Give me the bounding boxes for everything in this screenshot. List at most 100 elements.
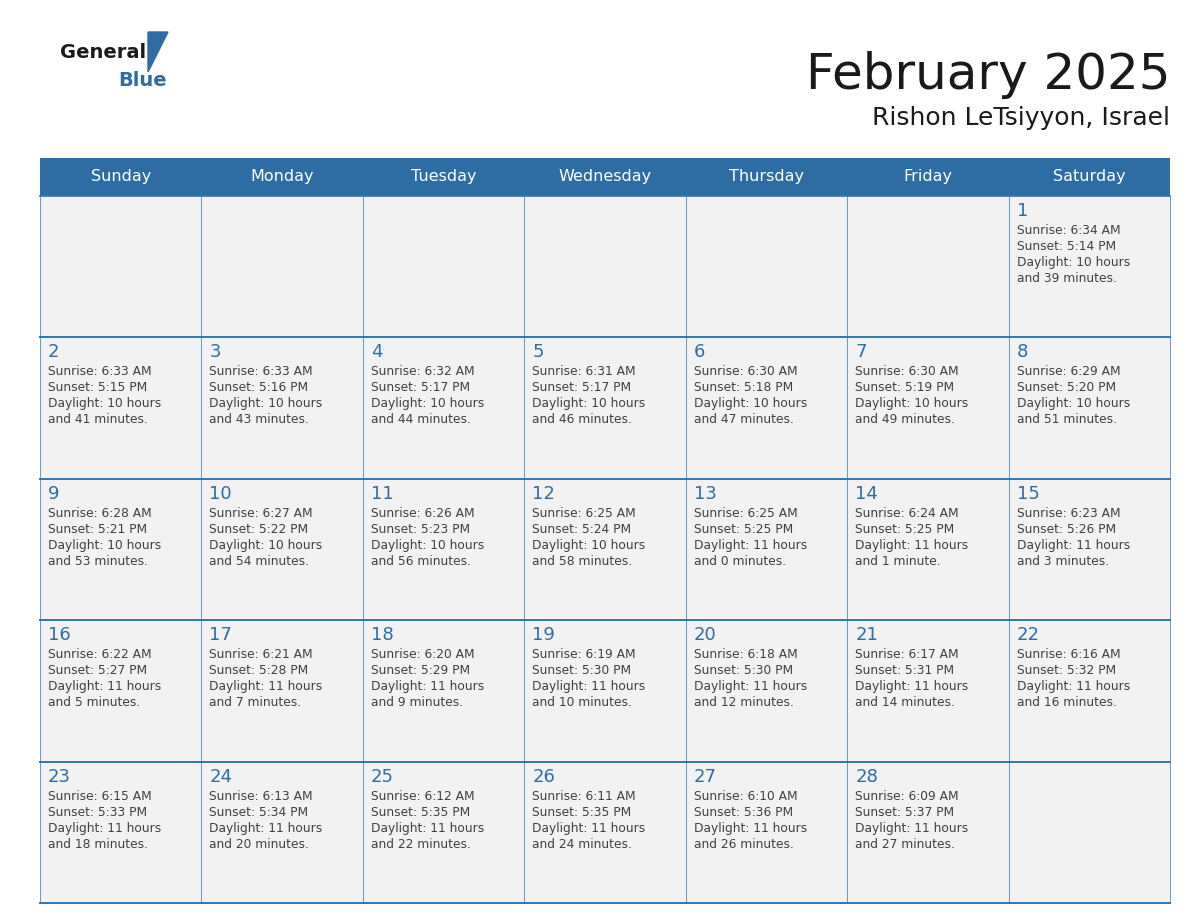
- Text: 28: 28: [855, 767, 878, 786]
- Text: Daylight: 11 hours: Daylight: 11 hours: [532, 680, 645, 693]
- Text: Daylight: 11 hours: Daylight: 11 hours: [48, 680, 162, 693]
- Text: Sunrise: 6:18 AM: Sunrise: 6:18 AM: [694, 648, 797, 661]
- Bar: [847, 762, 1009, 903]
- Bar: [1009, 338, 1170, 479]
- Text: Daylight: 11 hours: Daylight: 11 hours: [1017, 680, 1130, 693]
- Text: Sunrise: 6:26 AM: Sunrise: 6:26 AM: [371, 507, 474, 520]
- Text: 14: 14: [855, 485, 878, 503]
- Bar: [40, 479, 202, 621]
- Bar: [847, 338, 1009, 479]
- Text: Sunset: 5:28 PM: Sunset: 5:28 PM: [209, 665, 309, 677]
- Text: 15: 15: [1017, 485, 1040, 503]
- Text: and 14 minutes.: and 14 minutes.: [855, 696, 955, 710]
- Polygon shape: [148, 32, 168, 72]
- Bar: [362, 479, 524, 621]
- Bar: [40, 196, 202, 338]
- Text: 12: 12: [532, 485, 555, 503]
- Bar: [524, 621, 685, 762]
- Text: and 10 minutes.: and 10 minutes.: [532, 696, 632, 710]
- Text: Sunrise: 6:33 AM: Sunrise: 6:33 AM: [48, 365, 152, 378]
- Text: Sunset: 5:35 PM: Sunset: 5:35 PM: [371, 806, 470, 819]
- Text: Daylight: 10 hours: Daylight: 10 hours: [532, 397, 645, 410]
- Text: 27: 27: [694, 767, 716, 786]
- Text: 11: 11: [371, 485, 393, 503]
- Text: Daylight: 11 hours: Daylight: 11 hours: [1017, 539, 1130, 552]
- Text: Sunrise: 6:24 AM: Sunrise: 6:24 AM: [855, 507, 959, 520]
- Bar: [202, 196, 362, 338]
- Text: Sunrise: 6:19 AM: Sunrise: 6:19 AM: [532, 648, 636, 661]
- Text: Sunrise: 6:16 AM: Sunrise: 6:16 AM: [1017, 648, 1120, 661]
- Text: Sunset: 5:14 PM: Sunset: 5:14 PM: [1017, 240, 1116, 253]
- Text: and 24 minutes.: and 24 minutes.: [532, 837, 632, 851]
- Text: Sunrise: 6:09 AM: Sunrise: 6:09 AM: [855, 789, 959, 802]
- Text: 1: 1: [1017, 202, 1028, 220]
- Text: Daylight: 10 hours: Daylight: 10 hours: [371, 539, 484, 552]
- Text: Saturday: Saturday: [1053, 170, 1125, 185]
- Text: 22: 22: [1017, 626, 1040, 644]
- Text: Daylight: 10 hours: Daylight: 10 hours: [209, 539, 323, 552]
- Text: Sunset: 5:32 PM: Sunset: 5:32 PM: [1017, 665, 1116, 677]
- Text: and 56 minutes.: and 56 minutes.: [371, 554, 470, 568]
- Text: Daylight: 10 hours: Daylight: 10 hours: [209, 397, 323, 410]
- Text: Sunset: 5:29 PM: Sunset: 5:29 PM: [371, 665, 470, 677]
- Bar: [40, 762, 202, 903]
- Text: Daylight: 10 hours: Daylight: 10 hours: [48, 539, 162, 552]
- Bar: [524, 479, 685, 621]
- Text: Sunrise: 6:25 AM: Sunrise: 6:25 AM: [532, 507, 636, 520]
- Text: Sunrise: 6:31 AM: Sunrise: 6:31 AM: [532, 365, 636, 378]
- Text: and 3 minutes.: and 3 minutes.: [1017, 554, 1108, 568]
- Text: Sunset: 5:31 PM: Sunset: 5:31 PM: [855, 665, 954, 677]
- Text: Sunset: 5:18 PM: Sunset: 5:18 PM: [694, 381, 792, 395]
- Text: and 18 minutes.: and 18 minutes.: [48, 837, 148, 851]
- Text: Sunrise: 6:30 AM: Sunrise: 6:30 AM: [855, 365, 959, 378]
- Text: and 44 minutes.: and 44 minutes.: [371, 413, 470, 426]
- Text: Sunset: 5:30 PM: Sunset: 5:30 PM: [532, 665, 631, 677]
- Bar: [362, 621, 524, 762]
- Text: Sunrise: 6:10 AM: Sunrise: 6:10 AM: [694, 789, 797, 802]
- Text: Sunset: 5:35 PM: Sunset: 5:35 PM: [532, 806, 632, 819]
- Text: Sunrise: 6:28 AM: Sunrise: 6:28 AM: [48, 507, 152, 520]
- Text: 10: 10: [209, 485, 232, 503]
- Bar: [202, 338, 362, 479]
- Text: Daylight: 11 hours: Daylight: 11 hours: [532, 822, 645, 834]
- Text: Sunset: 5:20 PM: Sunset: 5:20 PM: [1017, 381, 1116, 395]
- Text: and 49 minutes.: and 49 minutes.: [855, 413, 955, 426]
- Text: Sunset: 5:33 PM: Sunset: 5:33 PM: [48, 806, 147, 819]
- Text: and 7 minutes.: and 7 minutes.: [209, 696, 302, 710]
- Bar: [362, 196, 524, 338]
- Text: and 16 minutes.: and 16 minutes.: [1017, 696, 1117, 710]
- Text: and 1 minute.: and 1 minute.: [855, 554, 941, 568]
- Text: February 2025: February 2025: [805, 51, 1170, 99]
- Text: Sunrise: 6:20 AM: Sunrise: 6:20 AM: [371, 648, 474, 661]
- Text: Daylight: 11 hours: Daylight: 11 hours: [48, 822, 162, 834]
- Text: Sunset: 5:36 PM: Sunset: 5:36 PM: [694, 806, 792, 819]
- Text: and 51 minutes.: and 51 minutes.: [1017, 413, 1117, 426]
- Text: Sunrise: 6:34 AM: Sunrise: 6:34 AM: [1017, 224, 1120, 237]
- Text: and 12 minutes.: and 12 minutes.: [694, 696, 794, 710]
- Bar: [202, 762, 362, 903]
- Text: 21: 21: [855, 626, 878, 644]
- Text: Daylight: 11 hours: Daylight: 11 hours: [855, 680, 968, 693]
- Text: Daylight: 11 hours: Daylight: 11 hours: [855, 822, 968, 834]
- Text: Wednesday: Wednesday: [558, 170, 651, 185]
- Text: 8: 8: [1017, 343, 1028, 362]
- Text: Daylight: 11 hours: Daylight: 11 hours: [209, 680, 323, 693]
- Text: Sunrise: 6:25 AM: Sunrise: 6:25 AM: [694, 507, 797, 520]
- Text: and 39 minutes.: and 39 minutes.: [1017, 272, 1117, 285]
- Text: Daylight: 10 hours: Daylight: 10 hours: [48, 397, 162, 410]
- Text: Sunset: 5:17 PM: Sunset: 5:17 PM: [532, 381, 631, 395]
- Bar: [1009, 196, 1170, 338]
- Bar: [685, 479, 847, 621]
- Text: 24: 24: [209, 767, 233, 786]
- Text: 23: 23: [48, 767, 71, 786]
- Text: Sunrise: 6:17 AM: Sunrise: 6:17 AM: [855, 648, 959, 661]
- Text: and 5 minutes.: and 5 minutes.: [48, 696, 140, 710]
- Text: Sunset: 5:21 PM: Sunset: 5:21 PM: [48, 522, 147, 536]
- Bar: [202, 621, 362, 762]
- Text: Sunrise: 6:11 AM: Sunrise: 6:11 AM: [532, 789, 636, 802]
- Text: and 20 minutes.: and 20 minutes.: [209, 837, 309, 851]
- Text: Sunrise: 6:33 AM: Sunrise: 6:33 AM: [209, 365, 314, 378]
- Text: Sunset: 5:27 PM: Sunset: 5:27 PM: [48, 665, 147, 677]
- Text: Sunset: 5:19 PM: Sunset: 5:19 PM: [855, 381, 954, 395]
- Text: Rishon LeTsiyyon, Israel: Rishon LeTsiyyon, Israel: [872, 106, 1170, 130]
